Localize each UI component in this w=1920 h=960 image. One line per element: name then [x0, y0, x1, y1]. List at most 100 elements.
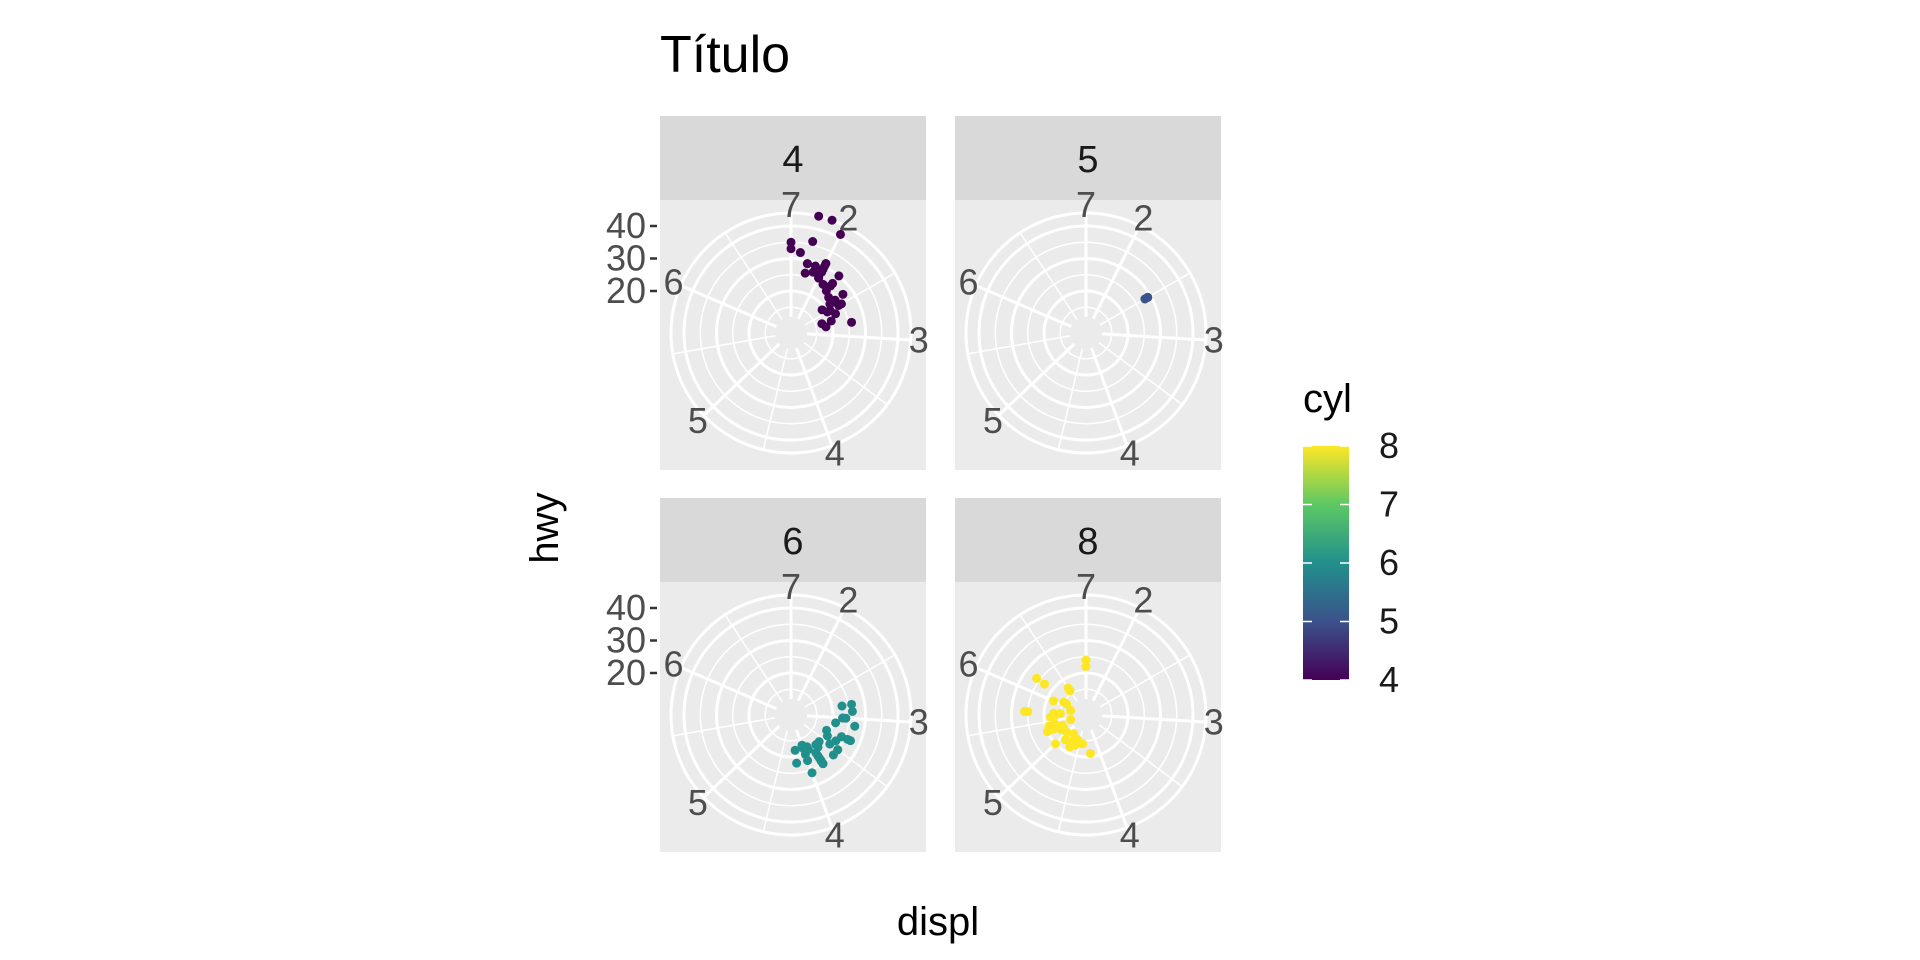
- facet-strip: [660, 498, 926, 582]
- angular-gridline: [672, 717, 776, 737]
- y-axis-title: hwy: [523, 492, 567, 563]
- color-legend: cyl 8 7 6 5 4: [1303, 377, 1399, 700]
- angular-gridline: [1090, 347, 1129, 447]
- data-point: [1048, 724, 1058, 734]
- data-point: [1071, 737, 1081, 747]
- data-point: [802, 742, 812, 752]
- angular-gridline: [796, 607, 847, 702]
- x-tick-label: 4: [1120, 432, 1140, 473]
- data-point: [821, 322, 831, 332]
- data-point: [795, 248, 805, 258]
- facet-strip: [660, 116, 926, 200]
- legend-label: 5: [1379, 601, 1399, 642]
- data-point: [822, 725, 832, 735]
- angular-gridline: [1098, 341, 1183, 406]
- facet-strip: [955, 116, 1221, 200]
- angular-gridline: [1091, 225, 1142, 320]
- data-point: [811, 740, 821, 750]
- data-point: [807, 768, 817, 778]
- angular-gridline: [1019, 232, 1078, 321]
- angular-gridline: [803, 341, 888, 406]
- data-point: [1039, 679, 1049, 689]
- data-point: [1049, 712, 1059, 722]
- x-tick-label: 6: [663, 261, 683, 302]
- data-point: [834, 271, 844, 281]
- data-point: [786, 244, 796, 254]
- angular-gridline: [1098, 723, 1183, 788]
- data-point: [1085, 748, 1095, 758]
- y-tick-label: 20: [606, 652, 646, 693]
- data-point: [827, 215, 837, 225]
- data-point: [1062, 699, 1072, 709]
- data-point: [833, 745, 843, 755]
- legend-title: cyl: [1303, 377, 1352, 421]
- data-point: [1032, 673, 1042, 683]
- data-point: [822, 307, 832, 317]
- data-point: [847, 699, 857, 709]
- data-point: [810, 261, 820, 271]
- data-point: [790, 745, 800, 755]
- data-point: [828, 297, 838, 307]
- data-point: [1081, 655, 1091, 665]
- angular-gridline: [680, 284, 777, 329]
- angular-gridline: [724, 232, 783, 321]
- data-point: [831, 736, 841, 746]
- x-tick-label: 5: [688, 400, 708, 441]
- facet-panel-8: 82 3 4 5 6 7: [955, 498, 1224, 855]
- x-tick-label: 3: [909, 701, 929, 742]
- data-point: [1062, 728, 1072, 738]
- x-tick-label: 7: [781, 184, 801, 225]
- facet-strip-label: 5: [1077, 139, 1098, 181]
- data-point: [1066, 715, 1076, 725]
- data-point: [1023, 707, 1033, 717]
- data-point: [838, 289, 848, 299]
- angular-gridline: [680, 666, 777, 711]
- facet-strip-label: 4: [782, 139, 803, 181]
- angular-gridline: [804, 654, 896, 708]
- data-point: [850, 721, 860, 731]
- x-tick-label: 3: [1204, 701, 1224, 742]
- data-point: [811, 748, 821, 758]
- facet-strip-label: 6: [782, 521, 803, 563]
- angular-gridline: [975, 284, 1072, 329]
- x-tick-label: 5: [688, 782, 708, 823]
- x-tick-label: 5: [983, 400, 1003, 441]
- x-tick-label: 2: [838, 198, 858, 239]
- y-tick-label: 40: [606, 587, 646, 628]
- x-axis-title: displ: [897, 900, 979, 944]
- x-tick-label: 6: [958, 261, 978, 302]
- angular-gridline: [702, 342, 781, 417]
- angular-gridline: [1099, 654, 1191, 708]
- data-point: [786, 237, 796, 247]
- x-tick-label: 3: [1204, 319, 1224, 360]
- data-point: [835, 229, 845, 239]
- data-point: [818, 759, 828, 769]
- x-tick-label: 5: [983, 782, 1003, 823]
- angular-gridline: [997, 342, 1076, 417]
- data-point: [847, 706, 857, 716]
- data-point: [1050, 739, 1060, 749]
- angular-gridline: [702, 724, 781, 799]
- angular-gridline: [1101, 714, 1206, 724]
- data-point: [1060, 735, 1070, 745]
- y-tick-label: 20: [606, 270, 646, 311]
- data-point: [802, 259, 812, 269]
- data-point: [838, 713, 848, 723]
- data-point: [818, 264, 828, 274]
- angular-gridline: [762, 348, 789, 450]
- y-tick-label: 30: [606, 620, 646, 661]
- x-tick-label: 4: [1120, 814, 1140, 855]
- y-tick-label: 40: [606, 205, 646, 246]
- angular-gridline: [804, 272, 896, 326]
- data-point: [828, 278, 838, 288]
- data-point: [847, 317, 857, 327]
- data-point: [831, 718, 841, 728]
- x-tick-label: 7: [1076, 566, 1096, 607]
- data-point: [792, 758, 802, 768]
- x-tick-label: 6: [958, 643, 978, 684]
- data-point: [808, 237, 818, 247]
- angular-gridline: [795, 347, 834, 447]
